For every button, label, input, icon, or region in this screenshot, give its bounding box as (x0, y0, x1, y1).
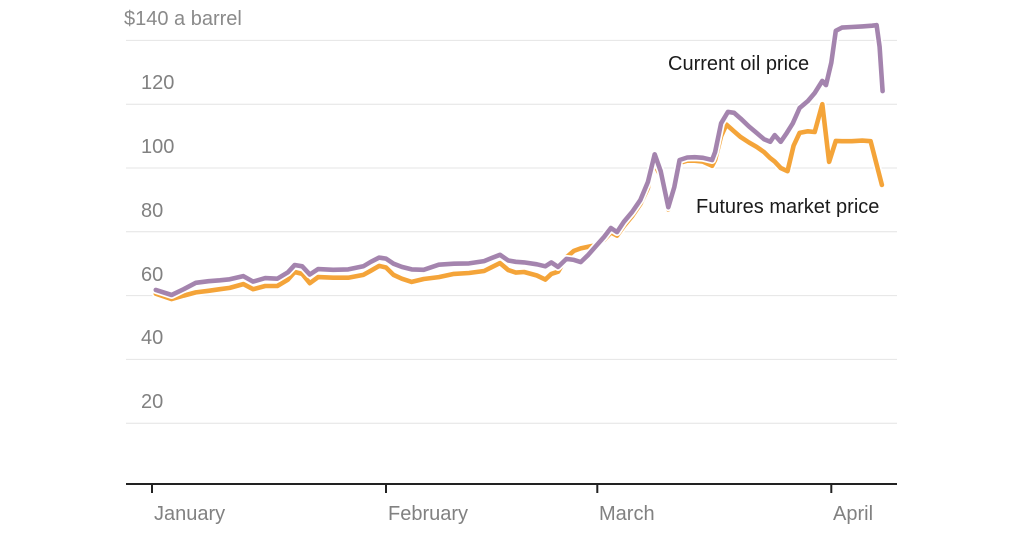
x-axis-label-march: March (599, 503, 655, 525)
y-axis-title: $140 a barrel (124, 8, 242, 30)
current-oil-price-line (153, 22, 885, 298)
y-axis-label-20: 20 (141, 391, 164, 413)
y-axis-label-80: 80 (141, 200, 164, 222)
y-axis-label-60: 60 (141, 264, 164, 286)
futures-market-price-line (153, 101, 885, 302)
y-axis-label-100: 100 (141, 136, 175, 158)
current-oil-price-label: Current oil price (668, 53, 810, 75)
y-axis-label-40: 40 (141, 327, 164, 349)
x-axis-label-february: February (388, 503, 469, 525)
y-axis-label-120: 120 (141, 72, 175, 94)
x-axis-label-april: April (833, 503, 874, 525)
futures-market-price-label: Futures market price (696, 196, 880, 218)
x-axis-label-january: January (154, 503, 226, 525)
